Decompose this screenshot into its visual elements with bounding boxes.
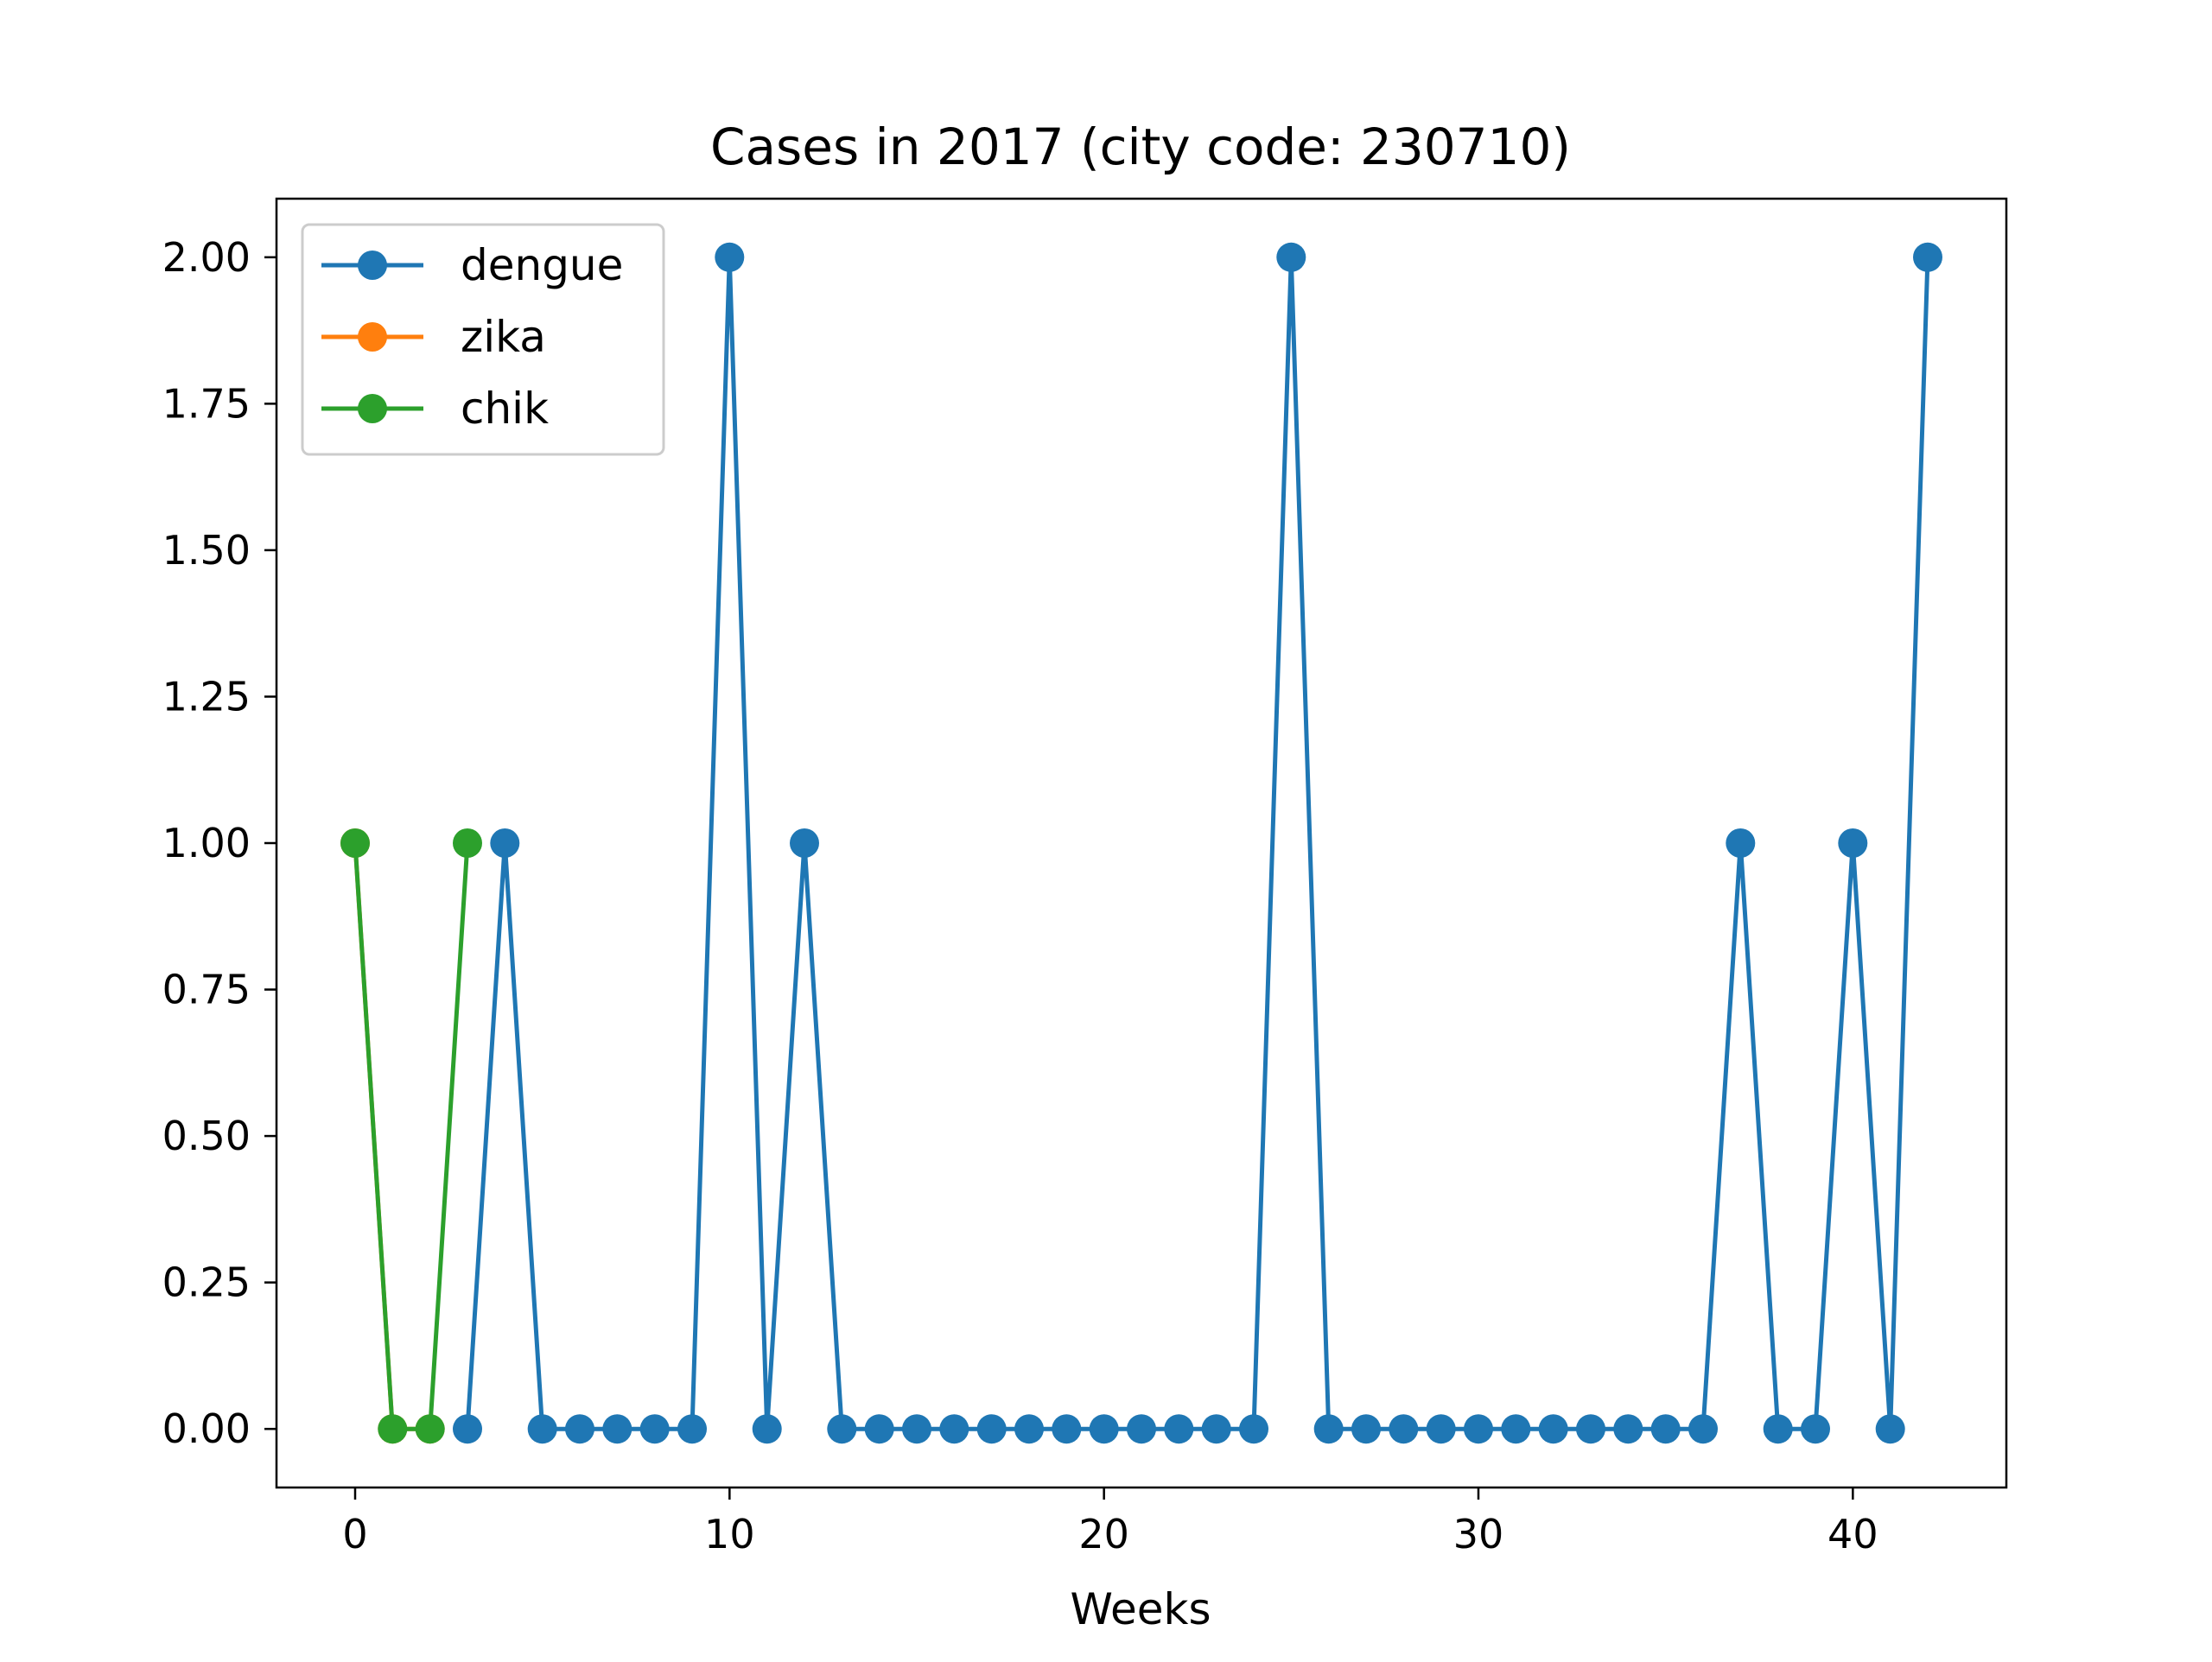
data-point-dengue bbox=[639, 1414, 670, 1444]
data-point-dengue bbox=[1127, 1414, 1156, 1444]
x-tick-label: 0 bbox=[342, 1511, 367, 1557]
y-tick-label: 0.25 bbox=[162, 1259, 251, 1306]
legend-item-chik[interactable]: chik bbox=[321, 384, 549, 434]
data-point-dengue bbox=[1164, 1414, 1194, 1444]
data-point-dengue bbox=[1464, 1414, 1493, 1444]
x-tick-label: 10 bbox=[704, 1511, 755, 1557]
legend-item-zika[interactable]: zika bbox=[321, 312, 546, 362]
data-point-dengue bbox=[976, 1414, 1007, 1444]
data-point-dengue bbox=[1688, 1414, 1718, 1444]
data-point-dengue bbox=[1389, 1414, 1419, 1444]
data-point-dengue bbox=[1613, 1414, 1643, 1444]
data-point-dengue bbox=[864, 1414, 894, 1444]
data-point-dengue bbox=[1014, 1414, 1044, 1444]
data-point-dengue bbox=[1726, 828, 1756, 858]
data-point-dengue bbox=[1052, 1414, 1082, 1444]
data-point-dengue bbox=[453, 1414, 482, 1444]
y-tick-label: 0.00 bbox=[162, 1405, 251, 1452]
x-tick-label: 30 bbox=[1453, 1511, 1504, 1557]
chart-title: Cases in 2017 (city code: 230710) bbox=[710, 117, 1571, 176]
y-tick-label: 1.00 bbox=[162, 820, 251, 866]
data-point-dengue bbox=[902, 1414, 931, 1444]
legend[interactable]: dengue zika chik bbox=[301, 223, 665, 456]
x-axis-label: Weeks bbox=[1070, 1584, 1211, 1634]
data-point-dengue bbox=[1913, 242, 1942, 272]
legend-label: zika bbox=[461, 312, 546, 362]
data-point-dengue bbox=[1089, 1414, 1119, 1444]
data-point-dengue bbox=[1838, 828, 1868, 858]
data-point-dengue bbox=[1875, 1414, 1905, 1444]
data-point-dengue bbox=[1276, 242, 1306, 272]
series-line-dengue bbox=[465, 255, 1930, 1431]
y-tick-label: 0.50 bbox=[162, 1113, 251, 1159]
axes: 0 10 20 30 40 0.00 0.25 0.50 0.75 1.00 1.25 1.50 1.7… bbox=[162, 197, 2008, 1557]
legend-marker bbox=[358, 394, 387, 423]
legend-box bbox=[301, 223, 665, 456]
series-line-chik bbox=[353, 842, 470, 1431]
data-point-dengue bbox=[490, 828, 520, 858]
plot-area bbox=[340, 242, 1942, 1444]
data-point-dengue bbox=[939, 1414, 969, 1444]
data-point-dengue bbox=[715, 242, 745, 272]
data-point-dengue bbox=[827, 1414, 857, 1444]
data-point-dengue bbox=[602, 1414, 632, 1444]
y-tick-label: 1.50 bbox=[162, 527, 251, 574]
data-point-dengue bbox=[1351, 1414, 1381, 1444]
data-point-dengue bbox=[1501, 1414, 1531, 1444]
legend-label: chik bbox=[461, 384, 549, 434]
data-point-dengue bbox=[1801, 1414, 1830, 1444]
data-point-dengue bbox=[527, 1414, 557, 1444]
data-point-dengue bbox=[1576, 1414, 1605, 1444]
data-point-dengue bbox=[752, 1414, 782, 1444]
data-point-dengue bbox=[565, 1414, 594, 1444]
data-point-chik bbox=[340, 828, 370, 858]
data-point-chik bbox=[415, 1414, 445, 1444]
data-point-chik bbox=[453, 828, 482, 858]
legend-marker bbox=[358, 322, 387, 352]
legend-item-dengue[interactable]: dengue bbox=[321, 240, 623, 290]
legend-marker bbox=[358, 251, 387, 280]
x-tick-label: 40 bbox=[1827, 1511, 1878, 1557]
data-point-dengue bbox=[677, 1414, 707, 1444]
y-tick-label: 1.25 bbox=[162, 673, 251, 720]
y-tick-label: 0.75 bbox=[162, 967, 251, 1013]
x-tick-label: 20 bbox=[1078, 1511, 1129, 1557]
data-point-dengue bbox=[790, 828, 819, 858]
data-point-dengue bbox=[1763, 1414, 1793, 1444]
series-dengue bbox=[453, 242, 1942, 1444]
data-point-dengue bbox=[1650, 1414, 1681, 1444]
data-point-dengue bbox=[1538, 1414, 1568, 1444]
y-tick-label: 1.75 bbox=[162, 380, 251, 427]
data-point-chik bbox=[378, 1414, 408, 1444]
data-point-dengue bbox=[1313, 1414, 1344, 1444]
series-chik bbox=[340, 828, 482, 1444]
data-point-dengue bbox=[1426, 1414, 1456, 1444]
y-tick-label: 2.00 bbox=[162, 234, 251, 281]
data-point-dengue bbox=[1239, 1414, 1268, 1444]
legend-label: dengue bbox=[461, 240, 623, 290]
data-point-dengue bbox=[1201, 1414, 1231, 1444]
